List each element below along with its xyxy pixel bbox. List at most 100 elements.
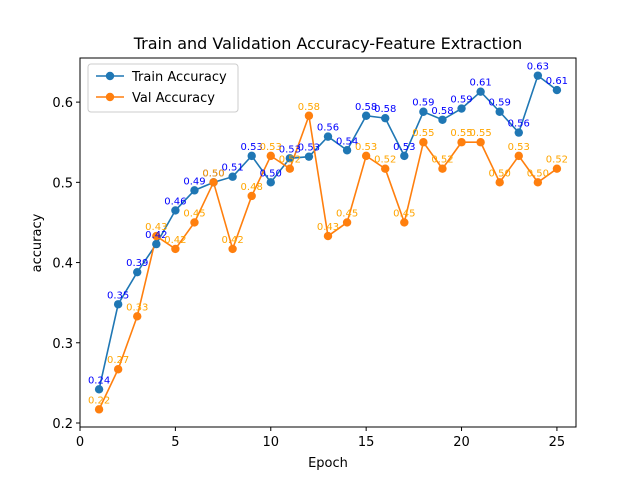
data-label-val: 0.42 — [221, 235, 243, 246]
legend-box — [87, 63, 239, 113]
data-label-val: 0.52 — [546, 155, 568, 166]
data-point-train — [457, 104, 466, 113]
data-label-train: 0.56 — [317, 123, 339, 134]
data-label-train: 0.59 — [412, 98, 434, 109]
data-label-train: 0.50 — [202, 168, 224, 179]
data-label-val: 0.52 — [374, 155, 396, 166]
data-point-train — [171, 206, 180, 215]
x-tick-label: 15 — [358, 435, 375, 450]
data-point-train — [476, 87, 485, 96]
data-point-train — [266, 178, 275, 187]
legend-label-train: Train Accuracy — [131, 70, 227, 85]
data-label-train: 0.53 — [279, 144, 301, 155]
data-label-train: 0.24 — [88, 375, 110, 386]
x-axis-label: Epoch — [308, 456, 348, 471]
data-point-train — [323, 132, 333, 141]
data-label-train: 0.61 — [469, 78, 491, 89]
data-point-val — [457, 138, 466, 147]
data-label-train: 0.50 — [260, 168, 282, 179]
data-label-val: 0.55 — [469, 128, 491, 139]
data-point-val — [190, 218, 199, 227]
data-point-train — [419, 107, 428, 116]
data-point-train — [190, 186, 199, 195]
data-point-val — [266, 151, 275, 161]
data-label-val: 0.53 — [508, 142, 530, 153]
data-point-val — [171, 244, 180, 254]
data-point-val — [476, 138, 485, 147]
data-point-val — [361, 151, 371, 161]
data-label-train: 0.58 — [355, 102, 377, 113]
data-point-train — [133, 267, 142, 277]
data-label-val: 0.43 — [317, 222, 339, 233]
data-point-train — [381, 113, 390, 123]
y-tick-label: 0.2 — [52, 417, 73, 432]
data-point-train — [533, 71, 543, 80]
data-point-val — [495, 178, 504, 187]
data-point-val — [438, 164, 447, 173]
data-label-train: 0.54 — [336, 136, 358, 147]
data-label-val: 0.33 — [126, 302, 148, 313]
data-point-train — [285, 154, 295, 163]
data-label-train: 0.56 — [508, 119, 530, 130]
data-point-val — [342, 218, 352, 227]
data-point-val — [247, 191, 256, 201]
data-point-val — [228, 244, 237, 254]
data-label-val: 0.53 — [260, 142, 282, 153]
data-label-val: 0.50 — [202, 168, 224, 179]
data-point-val — [133, 312, 142, 321]
data-label-train: 0.42 — [145, 230, 167, 241]
data-point-val — [381, 164, 390, 173]
legend-label-val: Val Accuracy — [132, 91, 215, 106]
data-point-train — [304, 152, 314, 161]
data-label-val: 0.45 — [393, 208, 415, 219]
data-label-val: 0.48 — [241, 182, 263, 193]
plot-area: 0.240.350.390.420.460.490.500.510.530.50… — [52, 57, 577, 450]
data-label-train: 0.49 — [183, 176, 205, 187]
data-point-train — [495, 107, 504, 116]
x-tick-label: 20 — [453, 435, 470, 450]
data-label-val: 0.58 — [298, 102, 320, 113]
y-tick-label: 0.3 — [52, 337, 73, 352]
data-label-train: 0.51 — [221, 163, 243, 174]
data-point-train — [361, 111, 371, 120]
data-label-val: 0.43 — [145, 222, 167, 233]
data-point-val — [285, 164, 295, 173]
data-point-train — [400, 151, 409, 161]
data-point-train — [438, 115, 447, 124]
data-point-val — [94, 405, 104, 414]
data-label-train: 0.53 — [393, 142, 415, 153]
x-tick-label: 0 — [76, 435, 84, 450]
axes-frame — [79, 57, 577, 428]
data-point-train — [514, 128, 523, 137]
data-point-train — [152, 239, 161, 249]
y-tick-label: 0.4 — [52, 257, 73, 272]
y-tick-label: 0.5 — [52, 176, 73, 191]
data-point-val — [304, 111, 314, 120]
data-label-val: 0.22 — [88, 395, 110, 406]
data-point-val — [152, 231, 161, 241]
data-point-train — [247, 151, 256, 161]
data-label-train: 0.53 — [298, 143, 320, 154]
data-label-val: 0.52 — [431, 155, 453, 166]
data-label-train: 0.61 — [546, 76, 568, 87]
data-label-val: 0.45 — [183, 208, 205, 219]
data-label-val: 0.27 — [107, 355, 129, 366]
data-label-train: 0.58 — [431, 106, 453, 117]
x-tick-label: 25 — [549, 435, 566, 450]
x-tick-label: 10 — [262, 435, 279, 450]
y-axis-label: accuracy — [30, 213, 45, 272]
data-label-train: 0.58 — [374, 104, 396, 115]
data-label-val: 0.55 — [412, 128, 434, 139]
data-label-train: 0.63 — [527, 62, 549, 73]
data-label-val: 0.52 — [279, 155, 301, 166]
data-label-val: 0.50 — [489, 168, 511, 179]
data-label-val: 0.50 — [527, 168, 549, 179]
data-label-train: 0.46 — [164, 196, 186, 207]
data-point-train — [342, 146, 352, 155]
data-label-val: 0.55 — [450, 128, 472, 139]
data-point-train — [113, 300, 123, 309]
data-point-val — [419, 138, 428, 147]
legend-marker-val — [105, 92, 115, 102]
data-label-val: 0.45 — [336, 208, 358, 219]
